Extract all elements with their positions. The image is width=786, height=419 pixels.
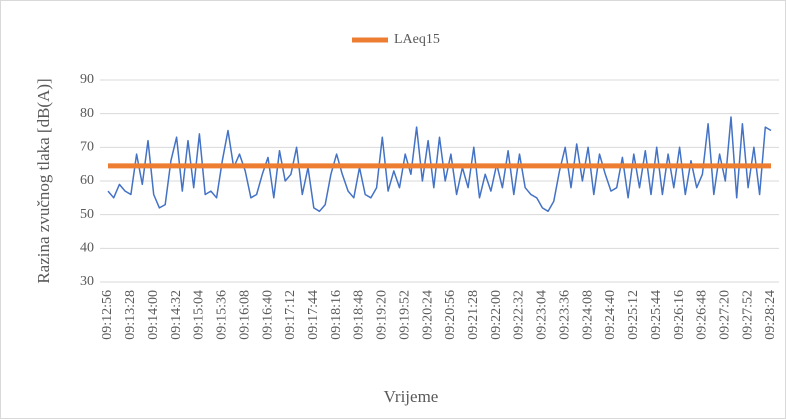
- series-line: [107, 116, 772, 213]
- x-tick-label: 09:14:00: [146, 290, 161, 340]
- y-tick-label: 30: [80, 274, 94, 289]
- y-tick-label: 90: [80, 72, 94, 87]
- x-tick-label: 09:25:12: [626, 290, 641, 340]
- x-tick-label: 09:17:44: [306, 290, 321, 340]
- x-tick-label: 09:19:52: [397, 290, 412, 340]
- x-tick-label: 09:16:08: [237, 290, 252, 340]
- x-tick-label: 09:24:08: [580, 290, 595, 340]
- y-tick-label: 70: [80, 140, 94, 155]
- legend-label: LAeq15: [394, 32, 440, 47]
- x-tick-label: 09:27:20: [717, 290, 732, 340]
- y-axis-title: Razina zvučnog tlaka [dB(A)]: [34, 78, 53, 283]
- y-tick-label: 40: [80, 241, 94, 256]
- x-tick-label: 09:20:56: [443, 290, 458, 340]
- x-tick-label: 09:14:32: [169, 290, 184, 340]
- x-tick-label: 09:25:44: [649, 290, 664, 340]
- y-tick-label: 50: [80, 207, 94, 222]
- x-tick-label: 09:15:04: [192, 290, 207, 340]
- x-tick-label: 09:24:40: [603, 290, 618, 340]
- x-tick-label: 09:23:04: [535, 290, 550, 340]
- y-tick-label: 60: [80, 173, 94, 188]
- x-tick-label: 09:15:36: [215, 290, 230, 340]
- x-tick-label: 09:26:48: [695, 290, 710, 340]
- x-tick-label: 09:28:24: [763, 290, 778, 340]
- x-tick-label: 09:26:16: [672, 290, 687, 340]
- x-tick-label: 09:22:32: [512, 290, 527, 340]
- x-tick-label: 09:20:24: [420, 290, 435, 340]
- x-tick-label: 09:18:48: [352, 290, 367, 340]
- x-tick-label: 09:17:12: [283, 290, 298, 340]
- x-tick-label: 09:27:52: [740, 290, 755, 340]
- x-tick-label: 09:23:36: [557, 290, 572, 340]
- x-tick-label: 09:12:56: [100, 290, 115, 340]
- x-tick-label: 09:21:28: [466, 290, 481, 340]
- x-axis-title: Vrijeme: [384, 387, 439, 406]
- x-tick-label: 09:22:00: [489, 290, 504, 340]
- x-tick-label: 09:13:28: [123, 290, 138, 340]
- x-tick-label: 09:18:16: [329, 290, 344, 340]
- x-tick-label: 09:19:20: [375, 290, 390, 340]
- y-tick-label: 80: [80, 106, 94, 121]
- x-tick-label: 09:16:40: [260, 290, 275, 340]
